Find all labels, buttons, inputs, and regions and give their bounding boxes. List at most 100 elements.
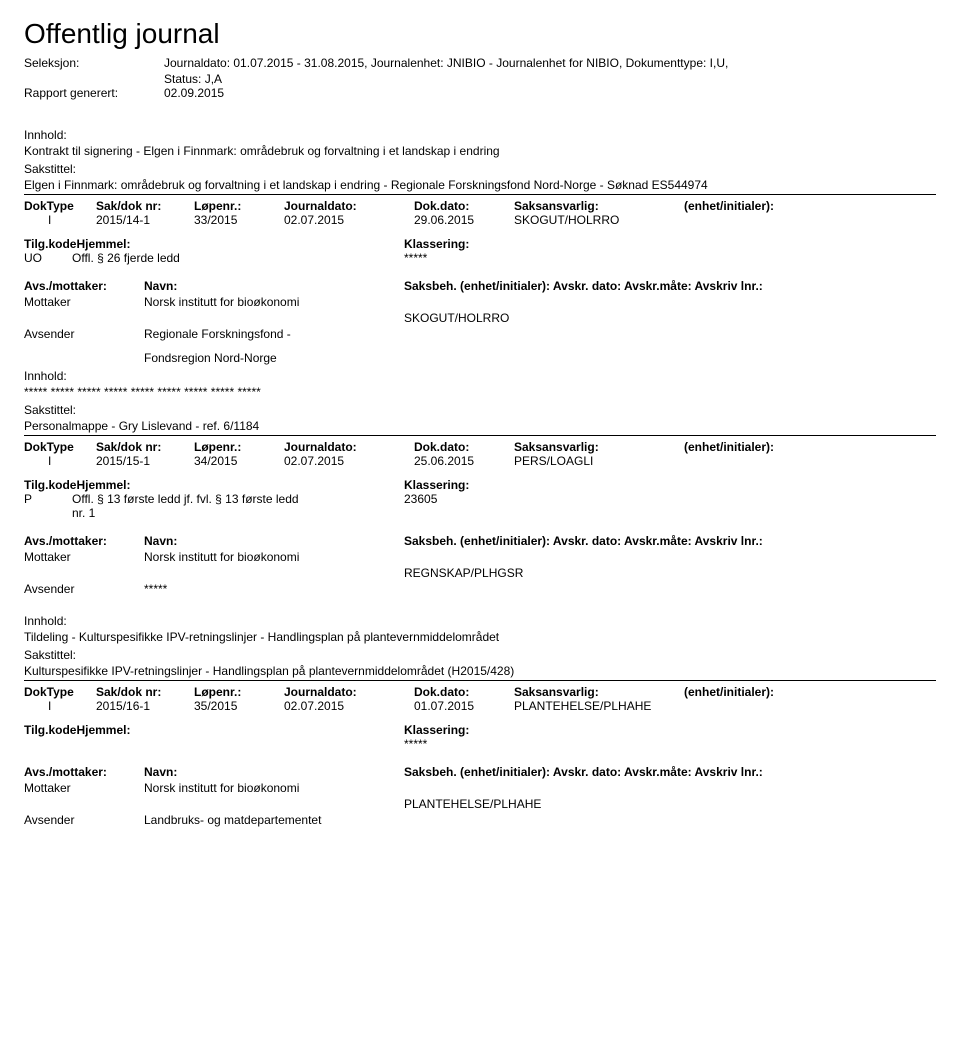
tilgkode-label-text: Tilg.kode bbox=[24, 723, 76, 737]
tilgkode-label: Tilg.kodeHjemmel: bbox=[24, 237, 72, 251]
sakstittel-text: Elgen i Finnmark: områdebruk og forvaltn… bbox=[24, 178, 936, 195]
val-sakdok: 2015/14-1 bbox=[96, 213, 194, 227]
avs-mottaker-label: Avs./mottaker: bbox=[24, 279, 144, 293]
tilg-value-row: P Offl. § 13 første ledd jf. fvl. § 13 f… bbox=[24, 492, 936, 506]
val-lopenr: 34/2015 bbox=[194, 454, 284, 468]
col-sakdok: Sak/dok nr: bbox=[96, 685, 194, 699]
sub-saksbeh: SKOGUT/HOLRRO bbox=[24, 311, 936, 325]
avsender-row: Avsender Regionale Forskningsfond - bbox=[24, 327, 936, 341]
hjemmel-value bbox=[72, 737, 404, 751]
val-saks: PERS/LOAGLI bbox=[514, 454, 684, 468]
dok-row: I 2015/14-1 33/2015 02.07.2015 29.06.201… bbox=[24, 213, 936, 227]
tilg-row: Tilg.kodeHjemmel: Klassering: bbox=[24, 237, 936, 251]
sakstittel-text: Kulturspesifikke IPV-retningslinjer - Ha… bbox=[24, 664, 936, 681]
klassering-label: Klassering: bbox=[404, 723, 469, 737]
col-lopenr: Løpenr.: bbox=[194, 440, 284, 454]
hjemmel-value: Offl. § 13 første ledd jf. fvl. § 13 før… bbox=[72, 492, 404, 506]
klassering-label: Klassering: bbox=[404, 478, 469, 492]
party-header: Avs./mottaker: Navn: Saksbeh. (enhet/ini… bbox=[24, 534, 936, 548]
col-saksansvarlig: Saksansvarlig: bbox=[514, 440, 684, 454]
mottaker-label: Mottaker bbox=[24, 295, 144, 309]
col-doktype: DokType bbox=[24, 199, 96, 213]
col-lopenr: Løpenr.: bbox=[194, 685, 284, 699]
dok-row: I 2015/16-1 35/2015 02.07.2015 01.07.201… bbox=[24, 699, 936, 713]
innhold-label: Innhold: bbox=[24, 128, 936, 142]
sub-saksbeh: REGNSKAP/PLHGSR bbox=[24, 566, 936, 580]
seleksjon-row: Seleksjon: Journaldato: 01.07.2015 - 31.… bbox=[24, 56, 936, 70]
col-sakdok: Sak/dok nr: bbox=[96, 199, 194, 213]
tilgcode-value: P bbox=[24, 492, 72, 506]
hjemmel-label-text: Hjemmel: bbox=[76, 237, 130, 251]
val-lopenr: 33/2015 bbox=[194, 213, 284, 227]
avsender-navn: ***** bbox=[144, 582, 404, 596]
tilg-row: Tilg.kodeHjemmel: Klassering: bbox=[24, 478, 936, 492]
val-jdate: 02.07.2015 bbox=[284, 454, 414, 468]
tilgcode-value bbox=[24, 737, 72, 751]
journal-entry: Innhold: ***** ***** ***** ***** ***** *… bbox=[24, 369, 936, 596]
page-title: Offentlig journal bbox=[24, 18, 936, 50]
navn-label: Navn: bbox=[144, 534, 404, 548]
hjemmel-label-text: Hjemmel: bbox=[76, 478, 130, 492]
tilg-value-row: UO Offl. § 26 fjerde ledd ***** bbox=[24, 251, 936, 265]
col-enhet: (enhet/initialer): bbox=[684, 199, 936, 213]
sakstittel-text: Personalmappe - Gry Lislevand - ref. 6/1… bbox=[24, 419, 936, 436]
avsender-label: Avsender bbox=[24, 327, 144, 341]
avsender-label: Avsender bbox=[24, 582, 144, 596]
avsender-label: Avsender bbox=[24, 813, 144, 827]
saksbeh-label: Saksbeh. (enhet/initialer): Avskr. dato:… bbox=[404, 765, 936, 779]
tilgkode-label-text: Tilg.kode bbox=[24, 237, 76, 251]
mottaker-label: Mottaker bbox=[24, 781, 144, 795]
seleksjon-value: Journaldato: 01.07.2015 - 31.08.2015, Jo… bbox=[164, 56, 936, 70]
col-journaldato: Journaldato: bbox=[284, 440, 414, 454]
navn-label: Navn: bbox=[144, 765, 404, 779]
innhold-text: Tildeling - Kulturspesifikke IPV-retning… bbox=[24, 630, 936, 644]
col-lopenr: Løpenr.: bbox=[194, 199, 284, 213]
innhold-text: ***** ***** ***** ***** ***** ***** ****… bbox=[24, 385, 936, 399]
rapport-row: Rapport generert: 02.09.2015 bbox=[24, 86, 936, 100]
seleksjon-label: Seleksjon: bbox=[24, 56, 164, 70]
klassering-value: 23605 bbox=[404, 492, 437, 506]
hjemmel-label-text: Hjemmel: bbox=[76, 723, 130, 737]
val-doktype: I bbox=[24, 454, 96, 468]
avs-mottaker-label: Avs./mottaker: bbox=[24, 534, 144, 548]
rapport-value: 02.09.2015 bbox=[164, 86, 936, 100]
party-header: Avs./mottaker: Navn: Saksbeh. (enhet/ini… bbox=[24, 279, 936, 293]
col-saksansvarlig: Saksansvarlig: bbox=[514, 685, 684, 699]
journal-entry: Innhold: Kontrakt til signering - Elgen … bbox=[24, 128, 936, 365]
sakstittel-label: Sakstittel: bbox=[24, 162, 936, 176]
mottaker-row: Mottaker Norsk institutt for bioøkonomi bbox=[24, 295, 936, 309]
val-doktype: I bbox=[24, 213, 96, 227]
saksbeh-label: Saksbeh. (enhet/initialer): Avskr. dato:… bbox=[404, 279, 936, 293]
dok-row: I 2015/15-1 34/2015 02.07.2015 25.06.201… bbox=[24, 454, 936, 468]
val-jdate: 02.07.2015 bbox=[284, 699, 414, 713]
col-dokdato: Dok.dato: bbox=[414, 685, 514, 699]
sakstittel-label: Sakstittel: bbox=[24, 403, 936, 417]
klassering-value: ***** bbox=[404, 251, 427, 265]
val-jdate: 02.07.2015 bbox=[284, 213, 414, 227]
fond-line: Fondsregion Nord-Norge bbox=[24, 351, 936, 365]
col-journaldato: Journaldato: bbox=[284, 685, 414, 699]
val-doktype: I bbox=[24, 699, 96, 713]
col-dokdato: Dok.dato: bbox=[414, 440, 514, 454]
tilgkode-label: Tilg.kodeHjemmel: bbox=[24, 478, 72, 492]
tilg-row: Tilg.kodeHjemmel: Klassering: bbox=[24, 723, 936, 737]
tilgkode-label: Tilg.kodeHjemmel: bbox=[24, 723, 72, 737]
val-sakdok: 2015/16-1 bbox=[96, 699, 194, 713]
mottaker-row: Mottaker Norsk institutt for bioøkonomi bbox=[24, 781, 936, 795]
avsender-navn: Regionale Forskningsfond - bbox=[144, 327, 404, 341]
val-sakdok: 2015/15-1 bbox=[96, 454, 194, 468]
sakstittel-label: Sakstittel: bbox=[24, 648, 936, 662]
avsender-navn: Landbruks- og matdepartementet bbox=[144, 813, 404, 827]
party-header: Avs./mottaker: Navn: Saksbeh. (enhet/ini… bbox=[24, 765, 936, 779]
dok-header: DokType Sak/dok nr: Løpenr.: Journaldato… bbox=[24, 685, 936, 699]
tilg-value-row: ***** bbox=[24, 737, 936, 751]
hjemmel-value: Offl. § 26 fjerde ledd bbox=[72, 251, 404, 265]
col-doktype: DokType bbox=[24, 685, 96, 699]
col-dokdato: Dok.dato: bbox=[414, 199, 514, 213]
col-doktype: DokType bbox=[24, 440, 96, 454]
col-saksansvarlig: Saksansvarlig: bbox=[514, 199, 684, 213]
hjemmel-value-2: nr. 1 bbox=[24, 506, 936, 520]
mottaker-label: Mottaker bbox=[24, 550, 144, 564]
val-ddate: 01.07.2015 bbox=[414, 699, 514, 713]
rapport-label: Rapport generert: bbox=[24, 86, 164, 100]
